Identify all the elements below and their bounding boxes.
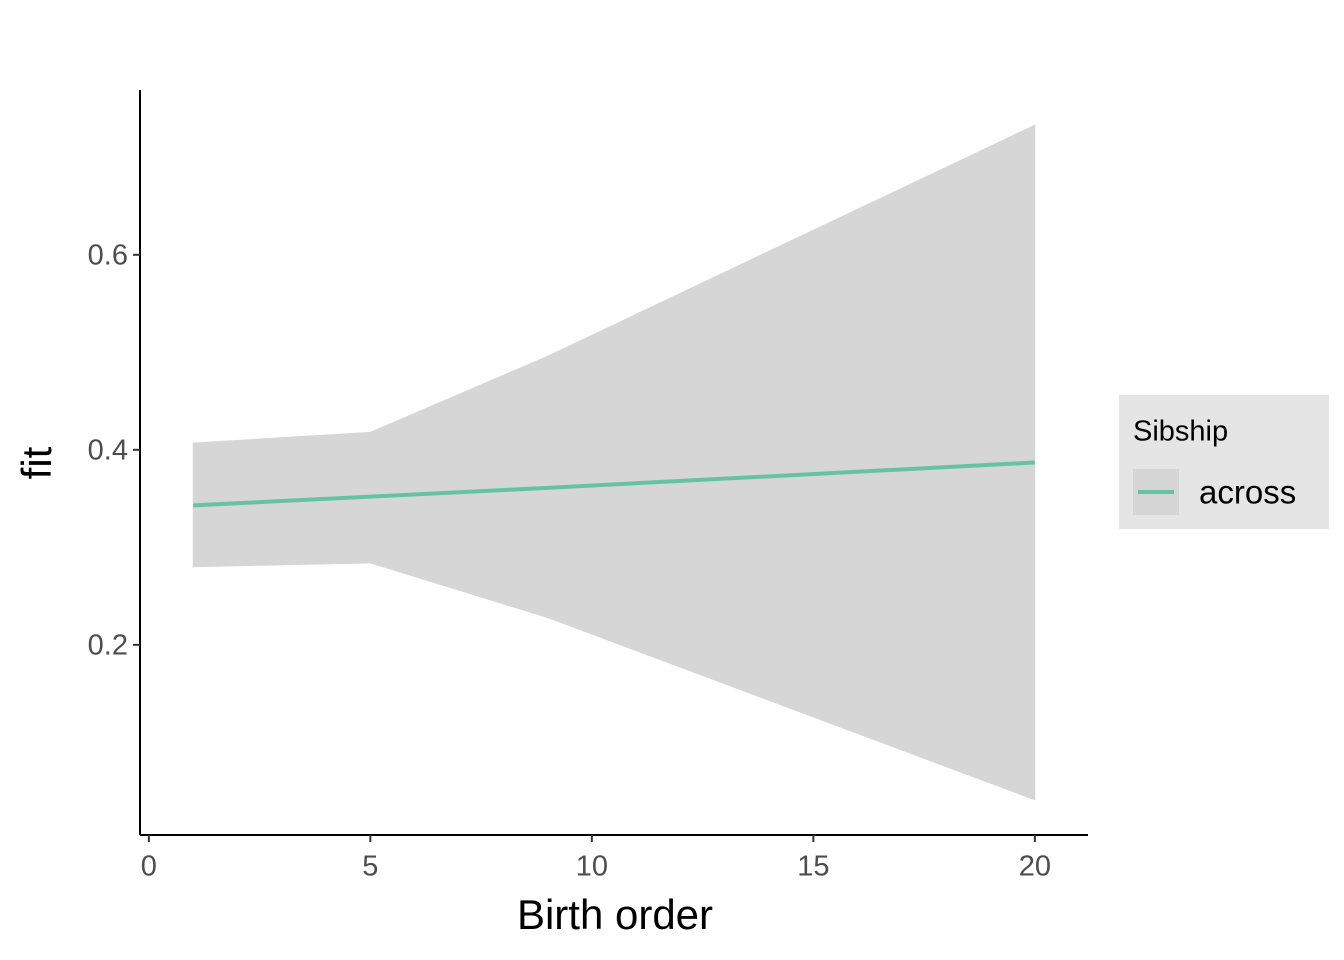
- confidence-band: [369, 355, 548, 619]
- x-tick-label: 10: [576, 851, 608, 883]
- y-tick-label: 0.4: [88, 434, 128, 466]
- y-tick-label: 0.6: [88, 239, 128, 271]
- y-axis-title: fit: [13, 446, 60, 479]
- x-tick-label: 20: [1019, 851, 1051, 883]
- x-tick-label: 0: [141, 851, 157, 883]
- fit-line: [193, 460, 1035, 508]
- y-tick-label: 0.2: [88, 630, 128, 662]
- legend-label: across: [1199, 474, 1296, 511]
- x-tick-label: 5: [362, 851, 378, 883]
- legend-title: Sibship: [1133, 416, 1228, 448]
- x-tick-label: 15: [797, 851, 829, 883]
- confidence-band: [547, 124, 1036, 801]
- x-axis-title: Birth order: [517, 891, 713, 938]
